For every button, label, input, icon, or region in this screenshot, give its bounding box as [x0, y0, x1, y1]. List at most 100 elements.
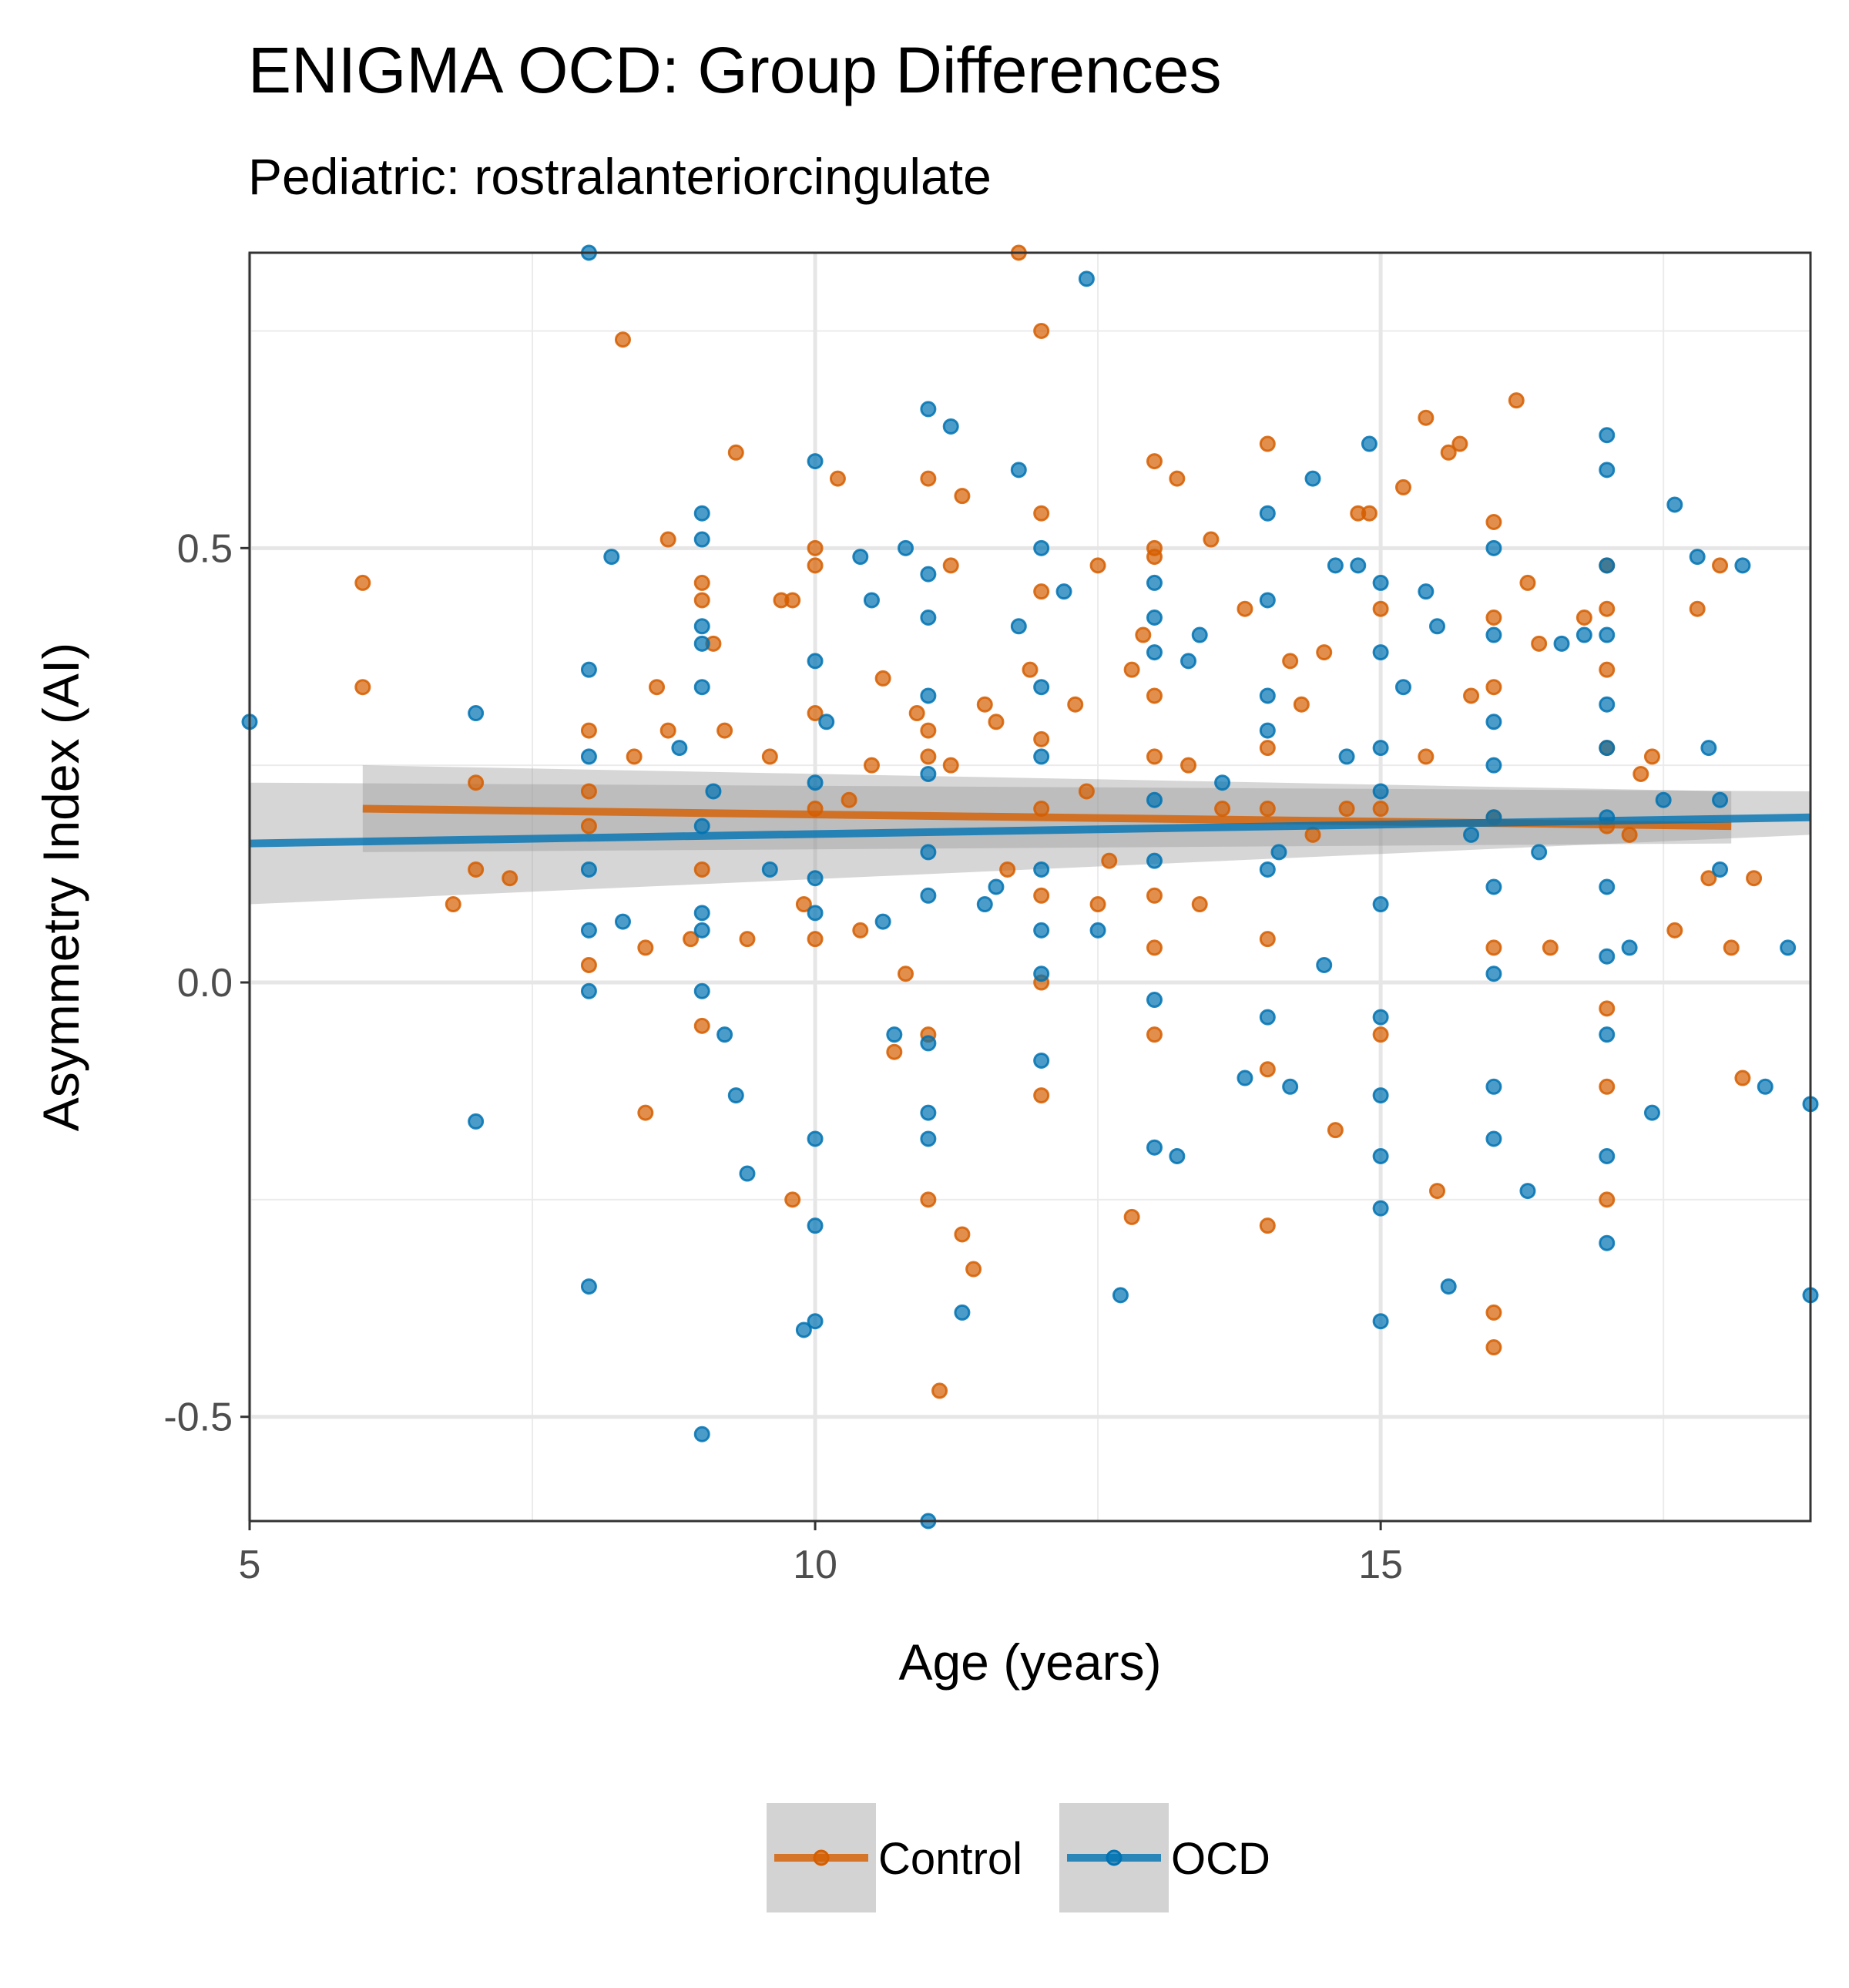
point-control — [784, 592, 801, 609]
point-control — [1146, 939, 1163, 956]
point-control — [1531, 635, 1548, 652]
legend-dot-ocd — [1106, 1849, 1122, 1866]
point-control — [1599, 661, 1616, 678]
point-control — [1666, 922, 1683, 939]
point-ocd — [1033, 748, 1050, 765]
x-axis-title: Age (years) — [898, 1634, 1161, 1691]
point-control — [1316, 644, 1333, 661]
data-points — [241, 244, 1819, 1530]
point-control — [1327, 1122, 1344, 1139]
point-ocd — [614, 913, 631, 930]
point-control — [931, 1382, 948, 1399]
point-ocd — [1033, 861, 1050, 878]
point-ocd — [1485, 757, 1502, 774]
chart-subtitle: Pediatric: rostralanteriorcingulate — [248, 148, 992, 205]
point-control — [1169, 470, 1186, 487]
point-ocd — [1033, 922, 1050, 939]
point-ocd — [852, 549, 869, 566]
point-ocd — [1033, 679, 1050, 696]
point-ocd — [1485, 626, 1502, 643]
point-control — [1394, 479, 1411, 495]
point-control — [1599, 600, 1616, 617]
point-ocd — [1372, 1087, 1389, 1104]
point-ocd — [693, 818, 710, 834]
point-control — [1723, 939, 1740, 956]
point-control — [1451, 435, 1468, 452]
point-control — [716, 722, 733, 739]
point-ocd — [727, 1087, 744, 1104]
point-control — [1135, 626, 1152, 643]
point-ocd — [1316, 956, 1333, 973]
point-control — [727, 444, 744, 461]
point-ocd — [671, 740, 688, 757]
legend-item-control: Control — [767, 1803, 1022, 1912]
point-ocd — [1259, 505, 1276, 522]
point-ocd — [1089, 922, 1106, 939]
point-control — [1508, 392, 1525, 409]
point-control — [354, 574, 371, 591]
point-control — [1033, 322, 1050, 339]
point-control — [683, 931, 700, 948]
chart-title: ENIGMA OCD: Group Differences — [248, 34, 1222, 106]
point-ocd — [739, 1165, 756, 1182]
point-ocd — [693, 618, 710, 635]
point-ocd — [1599, 1026, 1616, 1043]
point-control — [1372, 801, 1389, 818]
point-control — [761, 748, 778, 765]
point-ocd — [716, 1026, 733, 1043]
point-ocd — [988, 878, 1005, 895]
point-ocd — [920, 609, 937, 626]
point-control — [1123, 661, 1140, 678]
point-ocd — [1361, 435, 1378, 452]
point-control — [1022, 661, 1039, 678]
legend-dot-control — [813, 1849, 830, 1866]
point-control — [1033, 1087, 1050, 1104]
point-control — [354, 679, 371, 696]
point-control — [659, 531, 676, 548]
point-ocd — [1146, 574, 1163, 591]
point-control — [626, 748, 643, 765]
point-ocd — [1576, 626, 1592, 643]
point-ocd — [1599, 557, 1616, 574]
point-control — [920, 722, 937, 739]
point-control — [468, 861, 485, 878]
point-ocd — [1259, 861, 1276, 878]
point-ocd — [1033, 1052, 1050, 1069]
y-tick-label: 0.5 — [177, 526, 233, 571]
point-ocd — [1033, 539, 1050, 556]
point-ocd — [1237, 1070, 1253, 1086]
grid-minor — [250, 253, 1810, 1521]
point-control — [1689, 600, 1706, 617]
point-ocd — [807, 870, 824, 887]
point-ocd — [1599, 878, 1616, 895]
point-control — [1599, 1078, 1616, 1095]
point-control — [1485, 1339, 1502, 1356]
point-ocd — [1394, 679, 1411, 696]
point-control — [1485, 1304, 1502, 1321]
point-ocd — [468, 1113, 485, 1130]
point-ocd — [1666, 496, 1683, 513]
point-control — [841, 791, 857, 808]
point-ocd — [920, 765, 937, 782]
point-ocd — [1700, 740, 1717, 757]
point-ocd — [1146, 644, 1163, 661]
point-control — [1621, 826, 1638, 843]
point-ocd — [1078, 270, 1095, 287]
point-control — [852, 922, 869, 939]
point-ocd — [863, 592, 880, 609]
point-ocd — [693, 922, 710, 939]
point-ocd — [1146, 791, 1163, 808]
point-ocd — [898, 539, 914, 556]
point-ocd — [1429, 618, 1446, 635]
point-ocd — [1146, 992, 1163, 1009]
point-control — [1180, 757, 1197, 774]
point-ocd — [1689, 549, 1706, 566]
point-control — [1078, 783, 1095, 800]
point-ocd — [1010, 618, 1027, 635]
point-control — [886, 1043, 903, 1060]
point-ocd — [1338, 748, 1355, 765]
point-control — [614, 331, 631, 348]
point-control — [1259, 1061, 1276, 1078]
point-ocd — [1055, 583, 1072, 600]
point-control — [445, 896, 461, 913]
